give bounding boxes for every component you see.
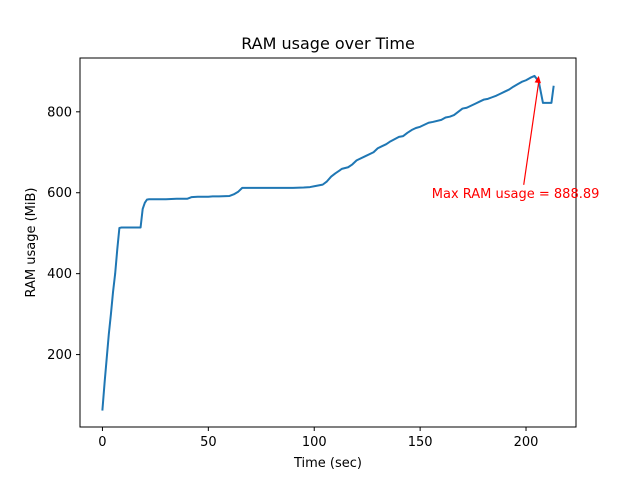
y-axis-label: RAM usage (MiB): [24, 188, 39, 298]
annotation-text: Max RAM usage = 888.89: [432, 187, 600, 202]
ram-usage-line: [101, 74, 555, 411]
y-tick-label: 600: [47, 186, 72, 201]
x-axis-label: Time (sec): [293, 456, 362, 471]
annotation-arrow: [523, 81, 540, 185]
x-tick-label: 150: [408, 435, 433, 450]
axes-frame: [79, 57, 577, 428]
y-tick-label: 800: [47, 105, 72, 120]
x-tick-label: 0: [98, 435, 106, 450]
y-tick-label: 200: [47, 348, 72, 363]
x-tick-label: 100: [302, 435, 327, 450]
axis-ticks: 0 50 100 150 200 200 400 600 800: [47, 105, 538, 450]
chart-title: RAM usage over Time: [241, 34, 415, 53]
x-tick-label: 50: [200, 435, 217, 450]
max-ram-annotation: Max RAM usage = 888.89: [432, 75, 600, 202]
y-tick-label: 400: [47, 267, 72, 282]
x-tick-label: 200: [514, 435, 539, 450]
annotation-arrowhead: [534, 75, 541, 84]
